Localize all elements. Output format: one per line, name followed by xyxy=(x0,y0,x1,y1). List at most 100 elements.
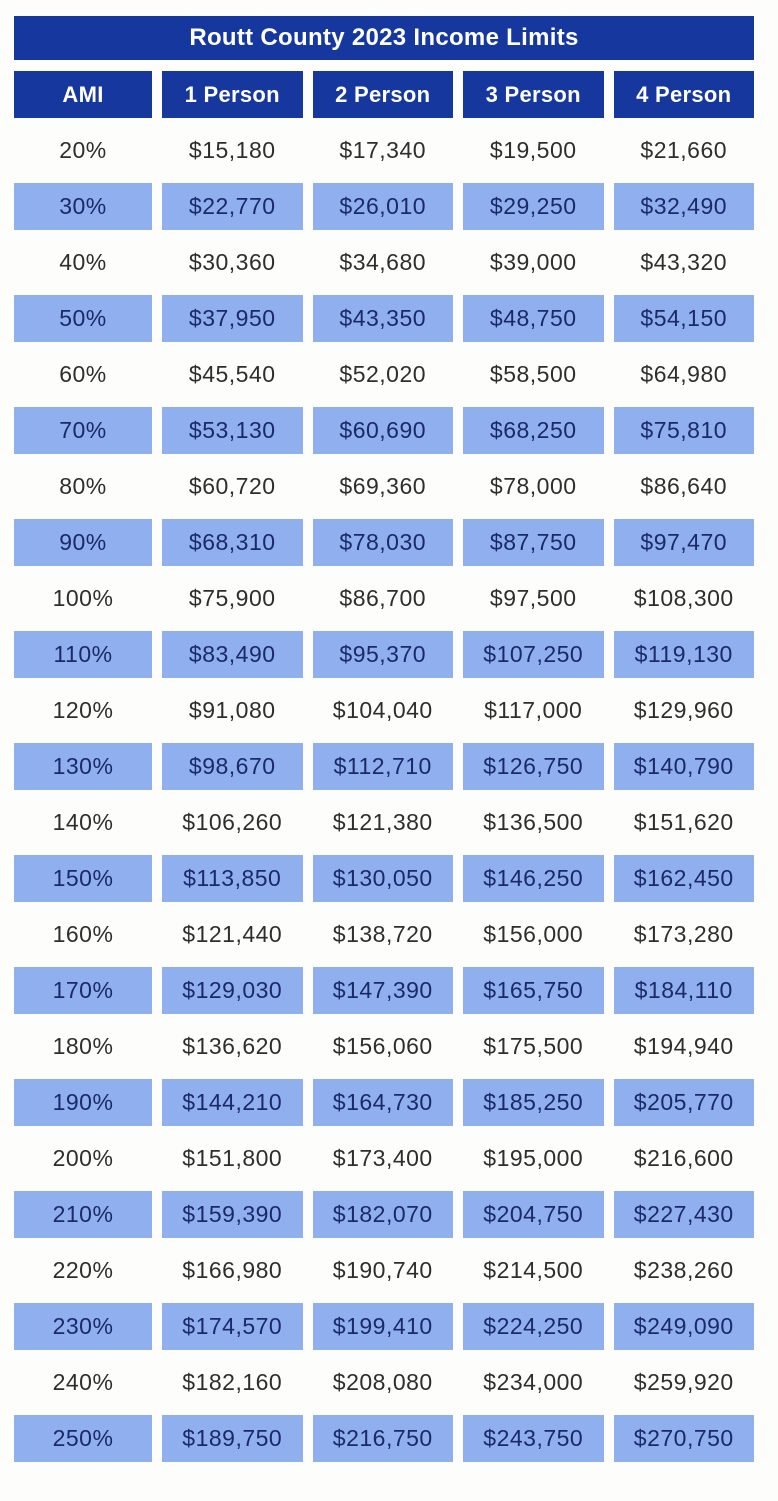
income-limits-table: AMI 1 Person 2 Person 3 Person 4 Person 20% $1… xyxy=(14,71,754,1462)
income-cell: $78,030 xyxy=(312,519,453,566)
income-cell: $17,340 xyxy=(339,137,427,163)
income-cell: $216,750 xyxy=(312,1415,453,1462)
column-header-2-person: 2 Person xyxy=(312,71,453,118)
income-cell: $199,410 xyxy=(312,1303,453,1350)
ami-cell: 180% xyxy=(52,1033,114,1059)
income-cell: $204,750 xyxy=(463,1191,604,1238)
income-cell: $224,250 xyxy=(463,1303,604,1350)
income-cell: $43,350 xyxy=(312,295,453,342)
income-cell: $259,920 xyxy=(633,1369,734,1395)
income-cell: $184,110 xyxy=(613,967,754,1014)
income-cell: $140,790 xyxy=(613,743,754,790)
income-cell: $83,490 xyxy=(162,631,303,678)
income-cell: $15,180 xyxy=(188,137,276,163)
page-title: Routt County 2023 Income Limits xyxy=(14,16,754,60)
income-cell: $29,250 xyxy=(463,183,604,230)
income-cell: $156,060 xyxy=(332,1033,433,1059)
income-cell: $147,390 xyxy=(312,967,453,1014)
income-cell: $159,390 xyxy=(162,1191,303,1238)
income-cell: $164,730 xyxy=(312,1079,453,1126)
income-cell: $117,000 xyxy=(484,697,583,723)
income-cell: $112,710 xyxy=(312,743,453,790)
income-cell: $136,500 xyxy=(483,809,584,835)
income-cell: $60,690 xyxy=(312,407,453,454)
income-cell: $121,440 xyxy=(182,921,283,947)
income-cell: $162,450 xyxy=(613,855,754,902)
income-cell: $54,150 xyxy=(613,295,754,342)
ami-cell: 50% xyxy=(14,295,152,342)
income-cell: $151,800 xyxy=(182,1145,283,1171)
income-cell: $216,600 xyxy=(633,1145,734,1171)
ami-cell: 80% xyxy=(59,473,107,499)
income-cell: $87,750 xyxy=(463,519,604,566)
ami-cell: 30% xyxy=(14,183,152,230)
income-cell: $238,260 xyxy=(633,1257,734,1283)
ami-cell: 230% xyxy=(14,1303,152,1350)
income-cell: $173,400 xyxy=(332,1145,433,1171)
income-cell: $227,430 xyxy=(613,1191,754,1238)
income-cell: $22,770 xyxy=(162,183,303,230)
income-cell: $182,070 xyxy=(312,1191,453,1238)
income-cell: $97,470 xyxy=(613,519,754,566)
income-cell: $175,500 xyxy=(483,1033,584,1059)
income-cell: $43,320 xyxy=(640,249,728,275)
income-cell: $21,660 xyxy=(640,137,728,163)
income-cell: $243,750 xyxy=(463,1415,604,1462)
ami-cell: 150% xyxy=(14,855,152,902)
ami-cell: 110% xyxy=(14,631,152,678)
income-cell: $39,000 xyxy=(489,249,577,275)
income-cell: $166,980 xyxy=(182,1257,283,1283)
income-cell: $86,640 xyxy=(640,473,728,499)
income-cell: $78,000 xyxy=(489,473,577,499)
income-cell: $32,490 xyxy=(613,183,754,230)
income-cell: $58,500 xyxy=(489,361,577,387)
income-cell: $126,750 xyxy=(463,743,604,790)
income-cell: $182,160 xyxy=(182,1369,283,1395)
income-cell: $249,090 xyxy=(613,1303,754,1350)
ami-cell: 20% xyxy=(59,137,107,163)
income-cell: $37,950 xyxy=(162,295,303,342)
income-cell: $189,750 xyxy=(162,1415,303,1462)
income-cell: $45,540 xyxy=(188,361,276,387)
income-cell: $104,040 xyxy=(332,697,433,723)
income-cell: $19,500 xyxy=(489,137,577,163)
income-cell: $53,130 xyxy=(162,407,303,454)
ami-cell: 120% xyxy=(52,697,114,723)
income-cell: $146,250 xyxy=(463,855,604,902)
ami-cell: 130% xyxy=(14,743,152,790)
income-cell: $129,960 xyxy=(633,697,734,723)
income-cell: $68,310 xyxy=(162,519,303,566)
income-cell: $214,500 xyxy=(483,1257,584,1283)
income-cell: $270,750 xyxy=(613,1415,754,1462)
income-cell: $108,300 xyxy=(633,585,734,611)
income-cell: $129,030 xyxy=(162,967,303,1014)
ami-cell: 60% xyxy=(59,361,107,387)
income-cell: $86,700 xyxy=(339,585,427,611)
ami-cell: 200% xyxy=(52,1145,114,1171)
income-cell: $165,750 xyxy=(463,967,604,1014)
income-cell: $75,900 xyxy=(188,585,276,611)
income-cell: $130,050 xyxy=(312,855,453,902)
income-cell: $185,250 xyxy=(463,1079,604,1126)
income-cell: $34,680 xyxy=(339,249,427,275)
ami-cell: 100% xyxy=(52,585,114,611)
income-cell: $30,360 xyxy=(188,249,276,275)
income-cell: $75,810 xyxy=(613,407,754,454)
income-cell: $208,080 xyxy=(332,1369,433,1395)
income-cell: $234,000 xyxy=(483,1369,584,1395)
income-cell: $174,570 xyxy=(162,1303,303,1350)
income-cell: $151,620 xyxy=(633,809,734,835)
ami-cell: 140% xyxy=(52,809,114,835)
ami-cell: 240% xyxy=(52,1369,114,1395)
income-cell: $48,750 xyxy=(463,295,604,342)
income-cell: $64,980 xyxy=(640,361,728,387)
income-cell: $68,250 xyxy=(463,407,604,454)
income-cell: $95,370 xyxy=(312,631,453,678)
column-header-3-person: 3 Person xyxy=(463,71,604,118)
income-cell: $106,260 xyxy=(182,809,283,835)
ami-cell: 160% xyxy=(52,921,114,947)
ami-cell: 190% xyxy=(14,1079,152,1126)
income-cell: $144,210 xyxy=(162,1079,303,1126)
income-cell: $52,020 xyxy=(339,361,427,387)
